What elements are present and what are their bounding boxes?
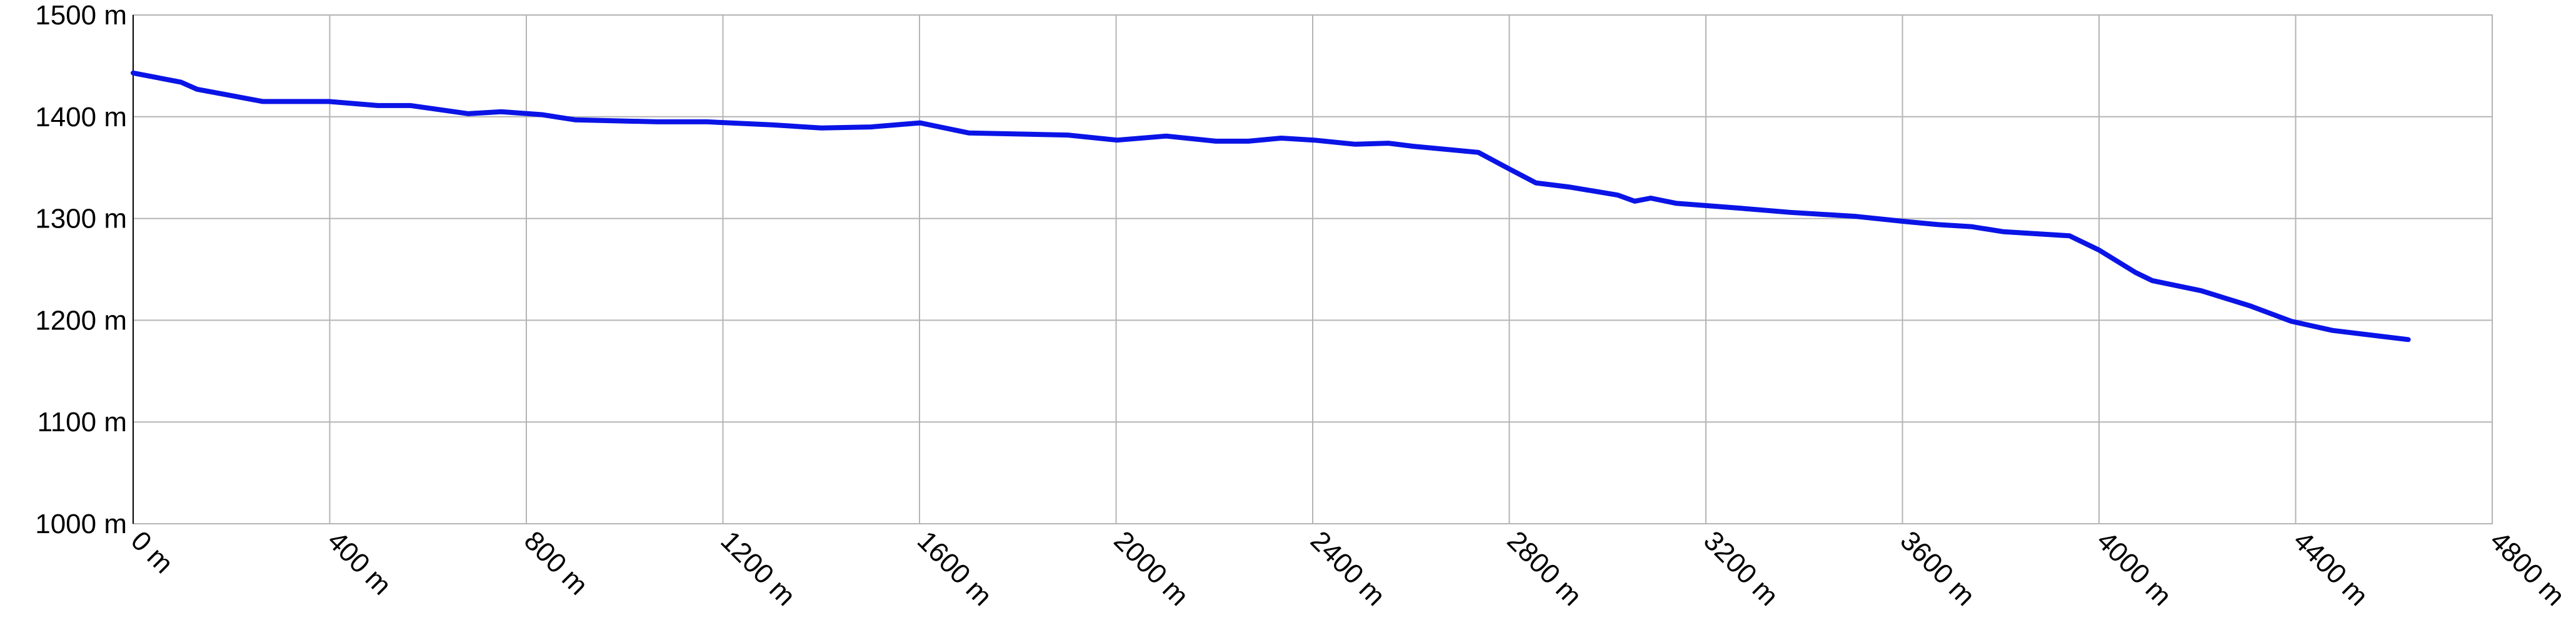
x-tick-label: 2800 m xyxy=(1501,525,1587,611)
x-tick-label: 4400 m xyxy=(2287,525,2373,611)
x-tick-label: 1200 m xyxy=(714,525,801,611)
y-tick-label: 1300 m xyxy=(35,204,127,234)
y-tick-label: 1200 m xyxy=(35,305,127,336)
x-tick-label: 4800 m xyxy=(2484,525,2570,611)
x-tick-label: 4000 m xyxy=(2091,525,2177,611)
y-tick-label: 1400 m xyxy=(35,102,127,132)
x-tick-label: 800 m xyxy=(518,525,594,601)
x-tick-label: 2400 m xyxy=(1305,525,1391,611)
x-tick-label: 2000 m xyxy=(1108,525,1194,611)
x-tick-label: 400 m xyxy=(321,525,397,601)
x-tick-label: 3200 m xyxy=(1698,525,1784,611)
x-tick-label: 1600 m xyxy=(911,525,998,611)
y-tick-label: 1000 m xyxy=(35,509,127,539)
x-tick-label: 0 m xyxy=(125,525,179,579)
y-tick-label: 1100 m xyxy=(38,407,128,438)
x-tick-label: 3600 m xyxy=(1894,525,1980,611)
elevation-line xyxy=(131,70,2411,342)
y-tick-label: 1500 m xyxy=(35,0,127,31)
